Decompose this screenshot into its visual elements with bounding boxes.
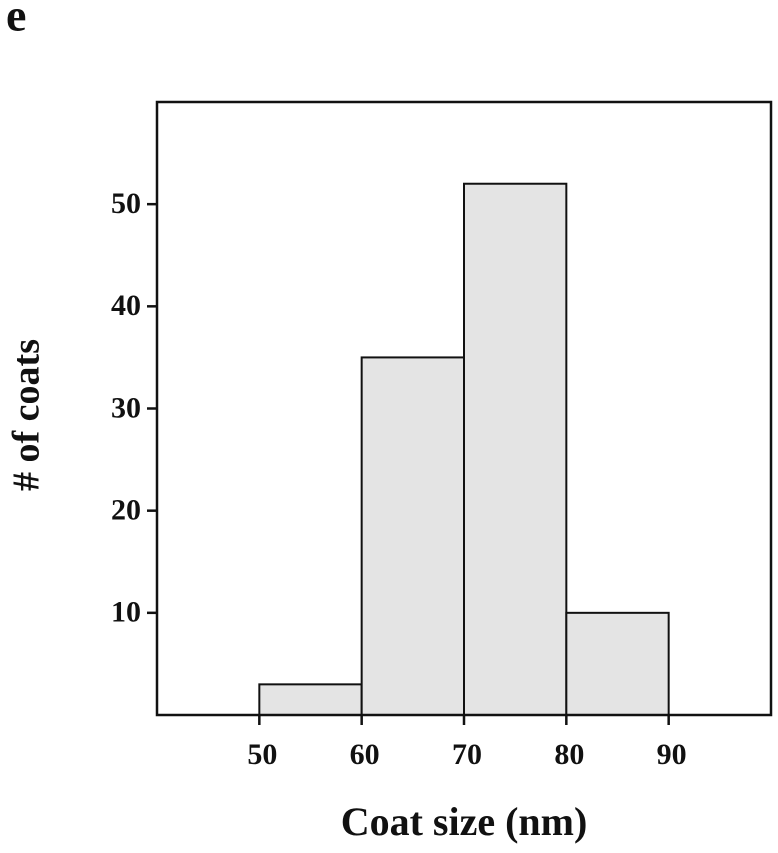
bar: [258, 683, 363, 716]
x-axis-label: Coat size (nm): [341, 799, 588, 844]
x-tick-label: 70: [452, 738, 482, 771]
bar: [463, 182, 568, 716]
y-tick-label: 50: [111, 187, 141, 220]
x-tick-label: 80: [554, 738, 584, 771]
y-tick-label: 10: [111, 596, 141, 629]
y-tick-label: 40: [111, 289, 141, 322]
y-tick-label: 30: [111, 391, 141, 424]
bar: [360, 356, 465, 716]
y-axis-label: # of coats: [6, 339, 48, 491]
panel-label: e: [6, 0, 26, 41]
y-tick-label: 20: [111, 494, 141, 527]
x-tick-label: 90: [657, 738, 687, 771]
x-tick-label: 60: [350, 738, 380, 771]
bar: [565, 611, 670, 716]
x-tick-label: 50: [247, 738, 277, 771]
